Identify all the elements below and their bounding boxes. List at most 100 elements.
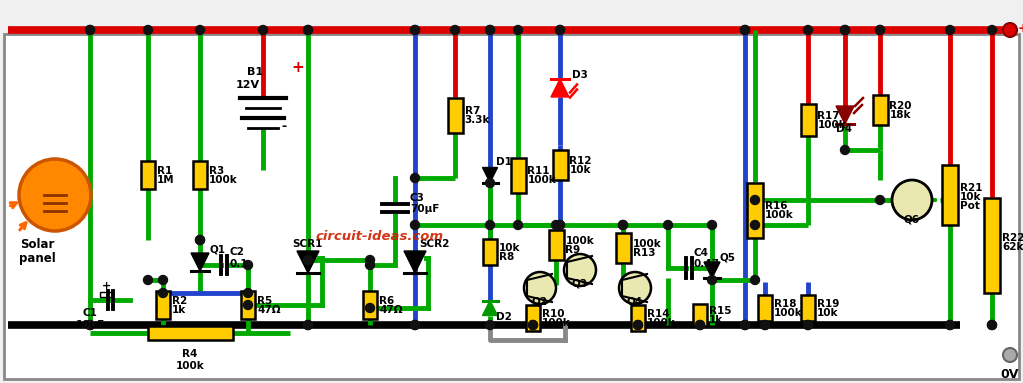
Text: Q1: Q1 bbox=[210, 244, 226, 254]
Text: 70μF: 70μF bbox=[410, 204, 439, 214]
Text: R18: R18 bbox=[774, 299, 797, 309]
Text: 62k: 62k bbox=[1002, 242, 1023, 252]
Text: R16: R16 bbox=[765, 201, 788, 211]
Circle shape bbox=[450, 26, 459, 34]
Text: C4: C4 bbox=[693, 248, 708, 258]
Text: R3: R3 bbox=[209, 166, 224, 176]
Circle shape bbox=[619, 221, 627, 229]
Text: C1: C1 bbox=[83, 308, 97, 318]
Text: 100k: 100k bbox=[528, 175, 557, 185]
Circle shape bbox=[410, 321, 419, 329]
Text: 12V: 12V bbox=[236, 80, 260, 90]
Polygon shape bbox=[483, 301, 497, 316]
Text: 100k: 100k bbox=[209, 175, 237, 185]
Text: 10k: 10k bbox=[960, 192, 981, 202]
Circle shape bbox=[741, 321, 750, 329]
Circle shape bbox=[876, 195, 885, 205]
Circle shape bbox=[555, 221, 565, 229]
Text: R10: R10 bbox=[542, 309, 565, 319]
Text: R5: R5 bbox=[257, 296, 272, 306]
Circle shape bbox=[708, 221, 716, 229]
FancyBboxPatch shape bbox=[801, 295, 815, 321]
Text: 47Ω: 47Ω bbox=[257, 305, 280, 315]
Circle shape bbox=[892, 180, 932, 220]
Circle shape bbox=[514, 26, 523, 34]
Text: 10k: 10k bbox=[817, 308, 839, 318]
Circle shape bbox=[486, 321, 494, 329]
Text: 0.1: 0.1 bbox=[230, 259, 249, 269]
FancyBboxPatch shape bbox=[526, 305, 540, 331]
Circle shape bbox=[524, 272, 555, 304]
Circle shape bbox=[945, 321, 954, 329]
Text: D4: D4 bbox=[836, 124, 852, 134]
Polygon shape bbox=[483, 167, 497, 183]
Circle shape bbox=[19, 159, 91, 231]
Circle shape bbox=[564, 254, 596, 286]
Text: Q3: Q3 bbox=[572, 278, 588, 288]
Text: SCR1: SCR1 bbox=[292, 239, 322, 249]
Circle shape bbox=[410, 26, 419, 34]
Polygon shape bbox=[297, 251, 319, 273]
Circle shape bbox=[664, 221, 672, 229]
Circle shape bbox=[304, 26, 312, 34]
Text: 100k: 100k bbox=[566, 236, 594, 246]
FancyBboxPatch shape bbox=[747, 183, 763, 237]
Circle shape bbox=[803, 26, 812, 34]
Circle shape bbox=[159, 275, 168, 285]
Circle shape bbox=[803, 321, 812, 329]
Circle shape bbox=[304, 321, 312, 329]
Text: -: - bbox=[281, 120, 286, 133]
Text: D2: D2 bbox=[496, 312, 512, 322]
Circle shape bbox=[741, 26, 750, 34]
Circle shape bbox=[529, 321, 537, 329]
Text: Q4: Q4 bbox=[627, 296, 643, 306]
Text: C3: C3 bbox=[410, 193, 425, 203]
Circle shape bbox=[486, 221, 494, 229]
Circle shape bbox=[1003, 348, 1017, 362]
Text: 10k: 10k bbox=[570, 165, 591, 175]
Text: R13: R13 bbox=[632, 248, 655, 258]
Circle shape bbox=[945, 26, 954, 34]
FancyBboxPatch shape bbox=[363, 291, 377, 319]
Text: circuit-ideas.com: circuit-ideas.com bbox=[315, 230, 443, 243]
FancyBboxPatch shape bbox=[616, 233, 630, 263]
Circle shape bbox=[760, 321, 769, 329]
Text: R11: R11 bbox=[528, 166, 550, 176]
Text: Q2: Q2 bbox=[532, 296, 548, 306]
Text: 47Ω: 47Ω bbox=[379, 305, 402, 315]
Circle shape bbox=[304, 26, 312, 34]
FancyBboxPatch shape bbox=[693, 304, 707, 326]
Polygon shape bbox=[191, 253, 209, 271]
Circle shape bbox=[876, 26, 885, 34]
Circle shape bbox=[741, 321, 750, 329]
Text: 1M: 1M bbox=[157, 175, 175, 185]
Circle shape bbox=[486, 26, 494, 34]
Circle shape bbox=[143, 275, 152, 285]
FancyBboxPatch shape bbox=[193, 161, 207, 189]
FancyBboxPatch shape bbox=[552, 150, 568, 180]
Text: R21: R21 bbox=[960, 183, 982, 193]
Circle shape bbox=[1003, 23, 1017, 37]
Circle shape bbox=[945, 321, 954, 329]
Circle shape bbox=[410, 26, 419, 34]
Text: C2: C2 bbox=[230, 247, 244, 257]
Text: panel: panel bbox=[18, 252, 55, 265]
Text: 10k: 10k bbox=[499, 243, 521, 253]
Text: R15: R15 bbox=[709, 306, 731, 316]
Circle shape bbox=[243, 301, 253, 309]
Circle shape bbox=[841, 26, 849, 34]
Text: R7: R7 bbox=[464, 106, 480, 116]
Text: R1: R1 bbox=[157, 166, 172, 176]
Text: R2: R2 bbox=[172, 296, 187, 306]
Circle shape bbox=[365, 255, 374, 265]
Circle shape bbox=[195, 26, 205, 34]
Polygon shape bbox=[551, 79, 569, 97]
Circle shape bbox=[410, 221, 419, 229]
Text: 1k: 1k bbox=[709, 315, 723, 325]
Text: 18k: 18k bbox=[890, 110, 911, 120]
Circle shape bbox=[195, 236, 205, 244]
Circle shape bbox=[86, 26, 94, 34]
FancyBboxPatch shape bbox=[4, 34, 1019, 379]
Polygon shape bbox=[704, 262, 720, 278]
Text: Solar: Solar bbox=[19, 238, 54, 251]
